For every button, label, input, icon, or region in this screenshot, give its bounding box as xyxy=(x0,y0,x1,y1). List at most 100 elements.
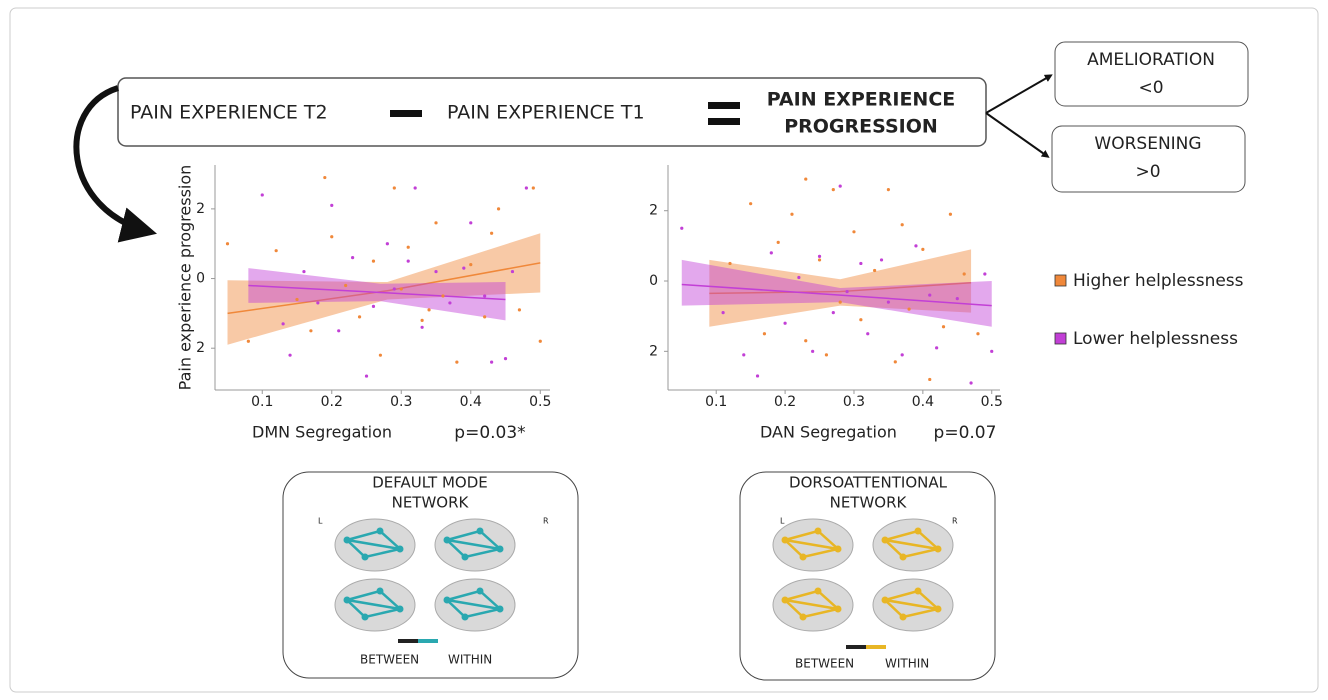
node xyxy=(362,554,369,561)
scatter-point xyxy=(804,339,807,342)
node xyxy=(800,554,807,561)
scatter-point xyxy=(969,381,972,384)
scatter-point xyxy=(393,287,396,290)
scatter-point xyxy=(448,301,451,304)
scatter-point xyxy=(770,251,773,254)
scatter-point xyxy=(722,311,725,314)
arrow xyxy=(986,76,1050,113)
scatter-point xyxy=(462,266,465,269)
scatter-point xyxy=(914,244,917,247)
scatter-point xyxy=(414,186,417,189)
scatter-point xyxy=(316,301,319,304)
outcome-label: WORSENING xyxy=(1094,134,1201,154)
x-tick-label: 0.4 xyxy=(460,394,482,410)
scatter-point xyxy=(261,193,264,196)
scatter-point xyxy=(907,308,910,311)
scatter-point xyxy=(852,230,855,233)
node xyxy=(900,554,907,561)
node xyxy=(497,606,504,613)
scatter-point xyxy=(455,361,458,364)
scatter-point xyxy=(427,308,430,311)
x-tick-label: 0.5 xyxy=(981,394,1003,410)
node xyxy=(462,554,469,561)
scatter-point xyxy=(728,262,731,265)
y-tick-label: 2 xyxy=(196,201,205,217)
scatter-point xyxy=(825,353,828,356)
node xyxy=(882,597,889,604)
scatter-point xyxy=(407,260,410,263)
node xyxy=(935,546,942,553)
scatter-point xyxy=(483,294,486,297)
between-label: BETWEEN xyxy=(360,653,419,667)
scatter-point xyxy=(400,287,403,290)
scatter-point xyxy=(525,186,528,189)
scatter-point xyxy=(756,374,759,377)
node xyxy=(782,597,789,604)
node xyxy=(462,614,469,621)
within-swatch xyxy=(866,645,886,649)
scatter-point xyxy=(963,272,966,275)
scatter-point xyxy=(859,262,862,265)
scatter-point xyxy=(742,353,745,356)
scatter-point xyxy=(337,329,340,332)
between-swatch xyxy=(398,639,418,643)
scatter-point xyxy=(790,213,793,216)
scatter-point xyxy=(247,340,250,343)
node xyxy=(397,606,404,613)
scatter-point xyxy=(309,329,312,332)
outcome-rule: >0 xyxy=(1135,162,1160,182)
scatter-point xyxy=(935,346,938,349)
x-tick-label: 0.1 xyxy=(251,394,273,410)
scatter-point xyxy=(330,235,333,238)
scatter-point xyxy=(839,184,842,187)
scatter-point xyxy=(942,325,945,328)
scatter-point xyxy=(763,332,766,335)
node xyxy=(915,528,922,535)
node xyxy=(444,597,451,604)
scatter-point xyxy=(990,350,993,353)
scatter-point xyxy=(421,326,424,329)
node xyxy=(377,588,384,595)
x-tick-label: 0.4 xyxy=(912,394,934,410)
scatter-point xyxy=(393,186,396,189)
network-title: NETWORK xyxy=(392,494,470,512)
scatter-point xyxy=(539,340,542,343)
scatter-point xyxy=(441,294,444,297)
equation-result: PROGRESSION xyxy=(784,116,938,138)
scatter-point xyxy=(887,188,890,191)
hemisphere-label: L xyxy=(780,517,785,526)
within-label: WITHIN xyxy=(885,657,929,671)
node xyxy=(815,588,822,595)
network-title: DEFAULT MODE xyxy=(372,474,488,492)
scatter-point xyxy=(956,297,959,300)
scatter-point xyxy=(407,246,410,249)
scatter-point xyxy=(887,301,890,304)
legend-swatch xyxy=(1055,275,1066,286)
scatter-point xyxy=(797,276,800,279)
scatter-point xyxy=(469,221,472,224)
x-axis-label: DAN Segregation xyxy=(760,423,897,442)
y-tick-label: 0 xyxy=(196,271,205,287)
legend-swatch xyxy=(1055,333,1066,344)
node xyxy=(935,606,942,613)
outcome-rule: <0 xyxy=(1138,78,1163,98)
equation-term: PAIN EXPERIENCE T2 xyxy=(130,102,328,124)
scatter-point xyxy=(873,269,876,272)
node xyxy=(800,614,807,621)
node xyxy=(835,606,842,613)
scatter-point xyxy=(866,332,869,335)
annotation: p=0.03* xyxy=(454,423,525,443)
scatter-point xyxy=(894,360,897,363)
y-tick-label: 2 xyxy=(196,340,205,356)
scatter-point xyxy=(511,270,514,273)
node xyxy=(900,614,907,621)
scatter-point xyxy=(282,322,285,325)
scatter-point xyxy=(818,255,821,258)
node xyxy=(835,546,842,553)
node xyxy=(782,537,789,544)
scatter-point xyxy=(901,353,904,356)
scatter-point xyxy=(323,176,326,179)
hemisphere-label: R xyxy=(952,517,958,526)
equation-result: PAIN EXPERIENCE xyxy=(767,89,956,111)
scatter-point xyxy=(804,177,807,180)
